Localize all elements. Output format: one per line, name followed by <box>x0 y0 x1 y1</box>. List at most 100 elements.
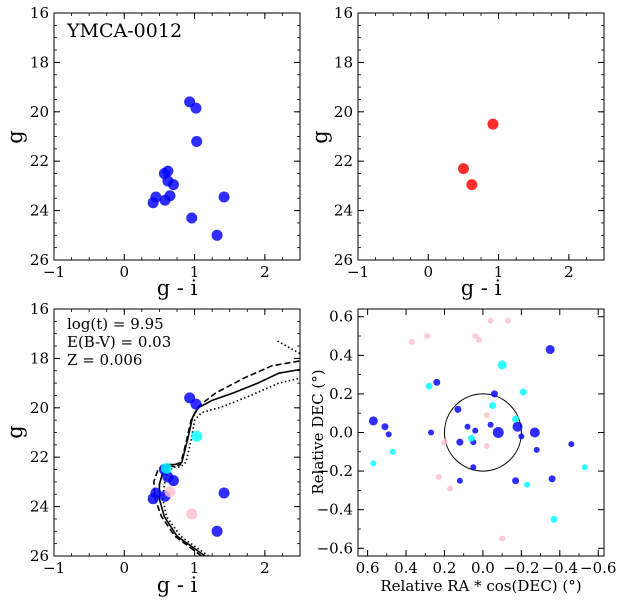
y-tick-label: 26 <box>334 251 353 269</box>
x-tick-label: 0.2 <box>433 559 457 577</box>
y-tick-label: −0.6 <box>317 539 353 557</box>
pink-point <box>408 338 415 345</box>
blue-point <box>512 477 520 485</box>
y-tick-label: 26 <box>30 547 49 565</box>
stars-point <box>167 179 179 191</box>
blue-point <box>545 345 555 355</box>
cyan-point <box>160 462 172 474</box>
cyan-point <box>389 448 396 455</box>
x-tick-label: 2 <box>564 263 574 281</box>
x-tick-label: 0.6 <box>356 559 380 577</box>
blue-point <box>487 421 494 428</box>
pink-point <box>164 486 176 498</box>
stars-point <box>211 229 223 241</box>
cyan-point <box>581 464 588 471</box>
annotation-metallicity: Z = 0.006 <box>67 351 142 369</box>
cmd-blue-xlabel: g - i <box>157 276 198 300</box>
sky-marks <box>368 317 588 542</box>
sky-ticks: 0.6 0.4 0.2 0.0 −0.2 −0.4 −0.6−0.6−0.4−0.20.00… <box>317 308 617 577</box>
isochrone-solid-line <box>158 368 300 556</box>
blue-point <box>456 477 463 484</box>
members-point <box>211 525 223 537</box>
x-tick-label: −0.6 <box>580 559 616 577</box>
blue-point <box>492 427 504 438</box>
blue-point <box>464 423 471 430</box>
blue-point <box>472 427 479 434</box>
cyan-point <box>550 515 558 523</box>
blue-point <box>428 429 435 436</box>
pink-point <box>424 333 431 340</box>
y-tick-label: 0.0 <box>329 424 353 442</box>
cyan-point <box>512 415 520 423</box>
stars-point <box>218 191 230 203</box>
x-tick-label: −0.4 <box>542 559 578 577</box>
x-tick-label: 1 <box>190 559 200 577</box>
cyan-point <box>519 388 527 396</box>
y-tick-label: 20 <box>30 103 49 121</box>
pink-point <box>487 317 494 324</box>
sky-ylabel: Relative DEC (°) <box>309 369 327 494</box>
cyan-point <box>467 434 475 442</box>
pink-point <box>472 333 479 340</box>
y-tick-label: 22 <box>30 448 49 466</box>
x-tick-label: 0.0 <box>471 559 495 577</box>
blue-point <box>433 378 441 386</box>
cmd-blue-marks <box>147 96 230 241</box>
y-tick-label: 24 <box>334 202 353 220</box>
stars-point <box>147 197 159 209</box>
cmd-iso-marks <box>147 392 230 537</box>
cmd-iso-ylabel: g <box>3 425 27 438</box>
cyan-point <box>370 460 377 467</box>
members-point <box>218 487 230 499</box>
y-tick-label: 20 <box>30 399 49 417</box>
x-tick-label: 1 <box>190 263 200 281</box>
y-tick-label: 24 <box>30 202 49 220</box>
blue-point <box>490 390 498 398</box>
blue-point <box>518 433 525 440</box>
cmd-iso-xlabel: g - i <box>157 573 198 597</box>
blue-point <box>454 405 462 413</box>
cmd-blue-title: YMCA-0012 <box>66 20 182 42</box>
stars-point <box>457 163 469 175</box>
y-tick-label: 0.6 <box>329 308 353 326</box>
y-tick-label: 16 <box>30 4 49 22</box>
pink-point <box>499 535 506 542</box>
y-tick-label: 26 <box>30 251 49 269</box>
annotation-age: log(t) = 9.95 <box>67 315 164 333</box>
stars-point <box>487 118 499 130</box>
x-tick-label: 0 <box>120 263 130 281</box>
cmd-red-ylabel: g <box>308 130 332 143</box>
blue-point <box>512 421 523 432</box>
isochrone-dotted-line <box>277 340 300 355</box>
sky-panel: 0.6 0.4 0.2 0.0 −0.2 −0.4 −0.6−0.6−0.4−0.20.00… <box>309 308 616 595</box>
x-tick-label: −1 <box>43 559 65 577</box>
cyan-point <box>489 401 497 409</box>
blue-point <box>456 438 464 446</box>
blue-point <box>470 464 477 471</box>
annotation-extinction: E(B-V) = 0.03 <box>67 333 171 351</box>
cmd-red-frame <box>357 12 605 261</box>
blue-point <box>385 431 392 438</box>
y-tick-label: 16 <box>30 300 49 318</box>
cluster-radius-circle <box>443 393 522 472</box>
blue-point <box>548 475 556 483</box>
blue-point <box>533 446 540 453</box>
cmd-blue-ylabel: g <box>3 130 27 143</box>
x-tick-label: 2 <box>260 263 270 281</box>
x-tick-label: −1 <box>347 263 369 281</box>
pink-point <box>186 508 198 520</box>
blue-point <box>368 416 378 426</box>
y-tick-label: −0.4 <box>317 501 353 519</box>
cyan-point <box>425 382 433 390</box>
stars-point <box>159 194 171 206</box>
y-tick-label: 18 <box>30 349 49 367</box>
cmd-blue-ticks: −1 0 1 2 16 18 20 22 24 26 <box>30 4 301 281</box>
cmd-iso-ticks: −1 0 1 2 16 18 20 22 24 26 <box>30 300 301 577</box>
stars-point <box>190 102 202 114</box>
members-point <box>190 398 202 410</box>
cmd-red-xlabel: g - i <box>461 276 502 300</box>
stars-point <box>186 212 198 224</box>
cmd-blue-panel: −1 0 1 2 16 18 20 22 24 26 YMCA-0012 g - i g <box>3 4 301 300</box>
cmd-red-marks <box>457 118 499 191</box>
